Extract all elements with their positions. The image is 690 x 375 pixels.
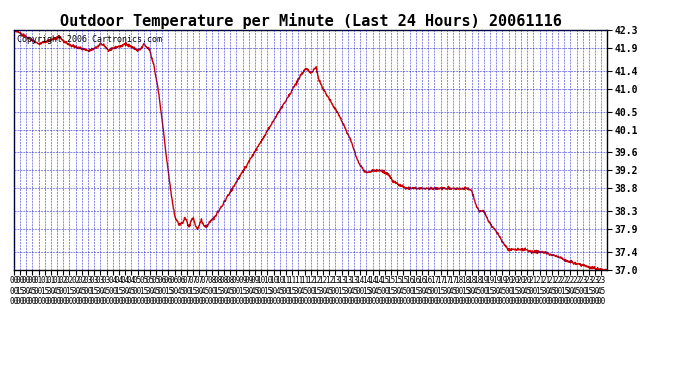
Title: Outdoor Temperature per Minute (Last 24 Hours) 20061116: Outdoor Temperature per Minute (Last 24 … bbox=[59, 13, 562, 29]
Text: Copyright 2006 Cartronics.com: Copyright 2006 Cartronics.com bbox=[17, 35, 161, 44]
